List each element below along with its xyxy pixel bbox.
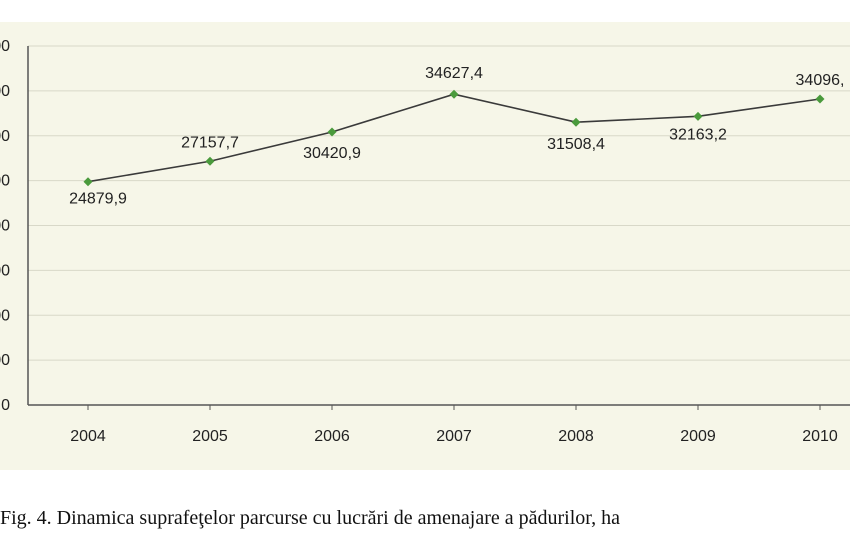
data-point xyxy=(815,94,825,104)
y-tick-label: 0 xyxy=(1,397,10,414)
line-chart: 0000000000000000020042005200620072008200… xyxy=(0,38,850,445)
x-tick-label: 2008 xyxy=(558,428,594,445)
y-tick-label: 00 xyxy=(0,173,10,190)
data-point xyxy=(571,117,581,127)
data-label: 24879,9 xyxy=(69,191,127,208)
y-tick-label: 00 xyxy=(0,128,10,145)
data-point xyxy=(449,89,459,99)
y-tick-label: 00 xyxy=(0,352,10,369)
data-point xyxy=(327,127,337,137)
data-point xyxy=(693,111,703,121)
x-tick-label: 2005 xyxy=(192,428,228,445)
x-tick-label: 2004 xyxy=(70,428,106,445)
data-label: 27157,7 xyxy=(181,134,239,151)
data-label: 34627,4 xyxy=(425,65,483,82)
data-label: 30420,9 xyxy=(303,145,361,162)
y-tick-label: 00 xyxy=(0,83,10,100)
y-tick-label: 00 xyxy=(0,38,10,55)
figure-caption: Fig. 4. Dinamica suprafeţelor parcurse c… xyxy=(0,507,621,529)
x-tick-label: 2010 xyxy=(802,428,838,445)
data-label: 31508,4 xyxy=(547,136,605,153)
chart-panel: 0000000000000000020042005200620072008200… xyxy=(0,22,850,470)
data-label: 32163,2 xyxy=(669,126,727,143)
y-tick-label: 00 xyxy=(0,218,10,235)
y-tick-label: 00 xyxy=(0,307,10,324)
data-point xyxy=(83,177,93,187)
y-tick-label: 00 xyxy=(0,262,10,279)
data-label: 34096, xyxy=(796,72,845,89)
x-tick-label: 2009 xyxy=(680,428,716,445)
data-point xyxy=(205,156,215,166)
x-tick-label: 2007 xyxy=(436,428,472,445)
x-tick-label: 2006 xyxy=(314,428,350,445)
